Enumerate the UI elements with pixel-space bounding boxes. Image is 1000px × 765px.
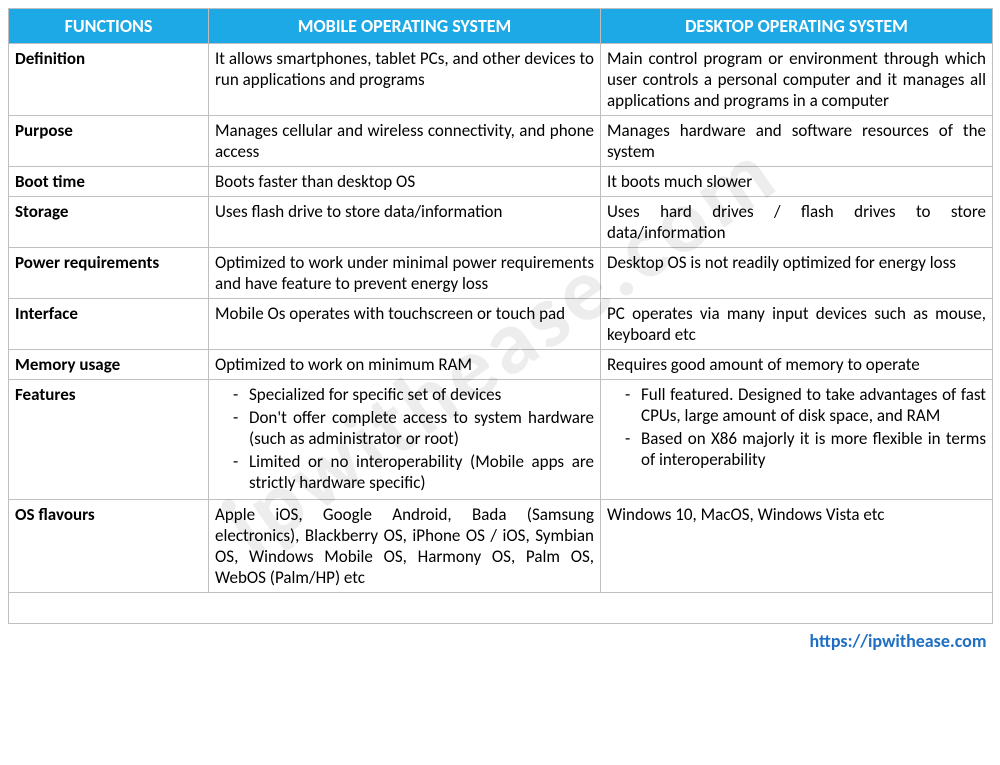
table-row: Purpose Manages cellular and wireless co…: [9, 116, 993, 167]
table-row: Boot time Boots faster than desktop OS I…: [9, 167, 993, 197]
cell-desktop: Full featured. Designed to take advantag…: [601, 380, 993, 500]
list-item: Don't offer complete access to system ha…: [233, 407, 594, 449]
empty-cell: [9, 593, 993, 624]
row-label: Features: [9, 380, 209, 500]
footer-row: https://ipwithease.com: [9, 624, 993, 657]
cell-desktop: Uses hard drives / flash drives to store…: [601, 197, 993, 248]
table-row: Definition It allows smartphones, tablet…: [9, 44, 993, 116]
cell-mobile: It allows smartphones, tablet PCs, and o…: [209, 44, 601, 116]
cell-mobile: Specialized for specific set of devices …: [209, 380, 601, 500]
list-item: Limited or no interoperability (Mobile a…: [233, 451, 594, 493]
row-label: Storage: [9, 197, 209, 248]
footer-cell: https://ipwithease.com: [9, 624, 993, 657]
cell-desktop: It boots much slower: [601, 167, 993, 197]
row-label: Definition: [9, 44, 209, 116]
list-item: Specialized for specific set of devices: [233, 384, 594, 405]
cell-mobile: Manages cellular and wireless connectivi…: [209, 116, 601, 167]
cell-desktop: Requires good amount of memory to operat…: [601, 350, 993, 380]
header-mobile: MOBILE OPERATING SYSTEM: [209, 9, 601, 44]
cell-desktop: Main control program or environment thro…: [601, 44, 993, 116]
row-label: Purpose: [9, 116, 209, 167]
list-item: Full featured. Designed to take advantag…: [625, 384, 986, 426]
row-label: Boot time: [9, 167, 209, 197]
row-label: OS flavours: [9, 500, 209, 593]
header-functions: FUNCTIONS: [9, 9, 209, 44]
table-row: OS flavours Apple iOS, Google Android, B…: [9, 500, 993, 593]
header-row: FUNCTIONS MOBILE OPERATING SYSTEM DESKTO…: [9, 9, 993, 44]
table-row: Interface Mobile Os operates with touchs…: [9, 299, 993, 350]
source-link[interactable]: https://ipwithease.com: [810, 630, 987, 652]
cell-desktop: Desktop OS is not readily optimized for …: [601, 248, 993, 299]
cell-mobile: Optimized to work under minimal power re…: [209, 248, 601, 299]
cell-mobile: Uses flash drive to store data/informati…: [209, 197, 601, 248]
features-desktop-list: Full featured. Designed to take advantag…: [607, 384, 986, 470]
cell-desktop: PC operates via many input devices such …: [601, 299, 993, 350]
cell-mobile: Boots faster than desktop OS: [209, 167, 601, 197]
cell-mobile: Mobile Os operates with touchscreen or t…: [209, 299, 601, 350]
table-row: Features Specialized for specific set of…: [9, 380, 993, 500]
list-item: Based on X86 majorly it is more flexible…: [625, 428, 986, 470]
table-row: Memory usage Optimized to work on minimu…: [9, 350, 993, 380]
table-row: Power requirements Optimized to work und…: [9, 248, 993, 299]
cell-mobile: Optimized to work on minimum RAM: [209, 350, 601, 380]
table-wrapper: ipwithease.com FUNCTIONS MOBILE OPERATIN…: [8, 8, 992, 656]
table-row: Storage Uses flash drive to store data/i…: [9, 197, 993, 248]
header-desktop: DESKTOP OPERATING SYSTEM: [601, 9, 993, 44]
features-mobile-list: Specialized for specific set of devices …: [215, 384, 594, 493]
comparison-table: FUNCTIONS MOBILE OPERATING SYSTEM DESKTO…: [8, 8, 993, 656]
row-label: Interface: [9, 299, 209, 350]
cell-mobile: Apple iOS, Google Android, Bada (Samsung…: [209, 500, 601, 593]
row-label: Memory usage: [9, 350, 209, 380]
cell-desktop: Manages hardware and software resources …: [601, 116, 993, 167]
empty-row: [9, 593, 993, 624]
row-label: Power requirements: [9, 248, 209, 299]
cell-desktop: Windows 10, MacOS, Windows Vista etc: [601, 500, 993, 593]
